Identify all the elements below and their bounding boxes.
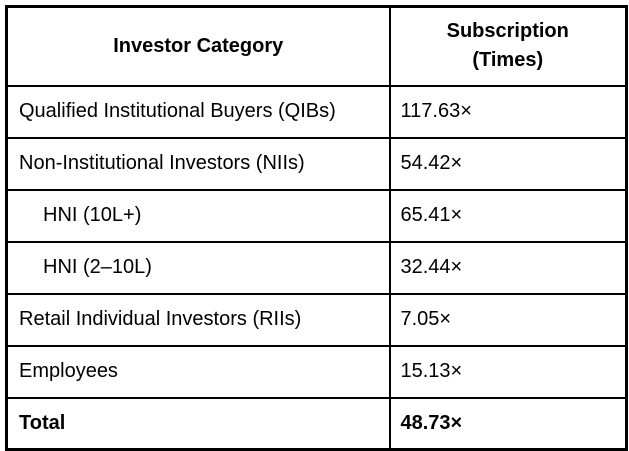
table-row-hni-2-10l: HNI (2–10L) 32.44×: [5, 240, 628, 295]
category-cell: Retail Individual Investors (RIIs): [5, 292, 391, 347]
header-subscription-times: Subscription (Times): [388, 5, 628, 87]
category-cell: Total: [5, 396, 391, 451]
category-cell: HNI (2–10L): [5, 240, 391, 295]
subscription-cell: 54.42×: [388, 136, 628, 191]
subscription-cell: 48.73×: [388, 396, 628, 451]
table-row-total: Total 48.73×: [5, 396, 628, 451]
category-cell: Employees: [5, 344, 391, 399]
header-investor-category: Investor Category: [5, 5, 391, 87]
category-cell: Non-Institutional Investors (NIIs): [5, 136, 391, 191]
subscription-table: Investor Category Subscription (Times) Q…: [5, 5, 628, 451]
table-row-riis: Retail Individual Investors (RIIs) 7.05×: [5, 292, 628, 347]
table-row-employees: Employees 15.13×: [5, 344, 628, 399]
subscription-cell: 117.63×: [388, 84, 628, 139]
subscription-cell: 7.05×: [388, 292, 628, 347]
table-header-row: Investor Category Subscription (Times): [5, 5, 628, 87]
table-row-hni-10l-plus: HNI (10L+) 65.41×: [5, 188, 628, 243]
category-cell: Qualified Institutional Buyers (QIBs): [5, 84, 391, 139]
subscription-cell: 32.44×: [388, 240, 628, 295]
category-cell: HNI (10L+): [5, 188, 391, 243]
header-subscription-line2: (Times): [472, 49, 544, 72]
subscription-cell: 15.13×: [388, 344, 628, 399]
table-row-niis: Non-Institutional Investors (NIIs) 54.42…: [5, 136, 628, 191]
subscription-cell: 65.41×: [388, 188, 628, 243]
table-row-qibs: Qualified Institutional Buyers (QIBs) 11…: [5, 84, 628, 139]
header-subscription-line1: Subscription: [446, 20, 569, 43]
